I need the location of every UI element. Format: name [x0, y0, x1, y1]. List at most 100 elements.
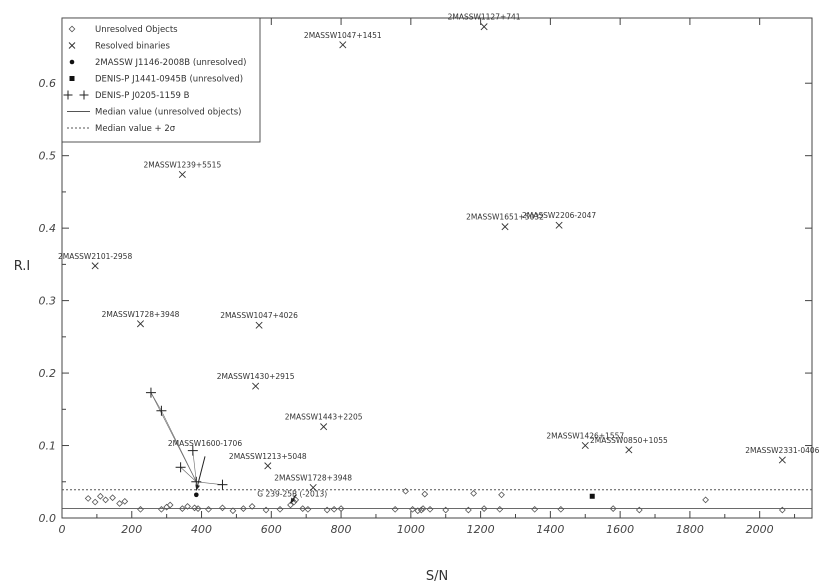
unresolved-point [240, 505, 247, 512]
j1441-point [589, 493, 595, 499]
x-tick-label: 2000 [746, 523, 774, 536]
cross-stroke [581, 442, 589, 450]
point-annotation: 2MASSW1213+5048 [229, 452, 307, 461]
y-tick-label: 0.2 [39, 367, 57, 380]
x-tick-label: 1200 [467, 523, 495, 536]
cross-stroke [91, 262, 99, 270]
cross-stroke [339, 41, 347, 49]
unresolved-point [442, 506, 450, 514]
x-tick-label: 200 [121, 523, 142, 536]
legend: Unresolved Objects Resolved binaries 2MASS… [61, 17, 261, 143]
cross-stroke [309, 484, 317, 492]
unresolved-point [402, 487, 409, 495]
resolved-binary-point [91, 262, 99, 270]
unresolved-point [480, 505, 488, 512]
axis-ticks: 0 200 400 600 800 1000 1200 1400 1600 1800 2000 0.0… [39, 18, 812, 536]
legend-entry-label: Unresolved Objects [95, 25, 178, 35]
unresolved-point [276, 505, 284, 513]
point-annotation: 2MASSW2101-2958 [58, 252, 132, 261]
unresolved-point [409, 505, 416, 513]
unresolved-point [417, 506, 425, 514]
binary-connection-line [192, 450, 197, 482]
legend-entry-label: Median value + 2σ [95, 124, 176, 134]
point-annotation: 2MASSW1047+4026 [220, 311, 298, 320]
unresolved-point [778, 506, 786, 514]
unresolved-point [178, 505, 186, 512]
x-tick-label: 1800 [676, 523, 704, 536]
unresolved-point [323, 506, 331, 514]
plot-border [61, 17, 813, 519]
point-annotation: 2MASSW2206-2047 [522, 211, 596, 220]
unresolved-point [496, 505, 504, 513]
denis-j0205-point [145, 387, 156, 398]
resolved-binary-point [252, 382, 260, 390]
unresolved-point [299, 505, 307, 512]
y-tick-label: 0.4 [39, 222, 57, 235]
unresolved-point [109, 494, 116, 502]
x-axis-label: S/N [426, 569, 448, 584]
unresolved-point [97, 492, 104, 500]
unresolved-point [184, 503, 191, 510]
resolved-binary-point [136, 320, 145, 328]
y-tick-label: 0.5 [39, 150, 57, 163]
resolved-binary-point [178, 171, 186, 179]
arrow-shaft [195, 456, 206, 491]
point-annotation: 2MASSW1651+5032 [466, 213, 544, 222]
x-tick-label: 1400 [536, 523, 564, 536]
point-annotation: 2MASSW1426+1557 [546, 432, 624, 441]
annotation-arrow [290, 494, 297, 504]
unresolved-point [121, 497, 129, 505]
annotations: 2MASSW2101-2958 2MASSW1728+3948 2MASSW1239… [58, 13, 820, 504]
unresolved-point [609, 505, 617, 512]
legend-marker [68, 25, 76, 33]
legend-marker [69, 76, 75, 81]
point-annotation: 2MASSW0850+1055 [590, 436, 668, 445]
plot-frame [61, 17, 813, 519]
unresolved-point [635, 506, 643, 514]
y-tick-label: 0.6 [39, 77, 57, 90]
cross-stroke [625, 446, 633, 454]
cross-stroke [136, 320, 145, 328]
data-marks [84, 23, 786, 515]
denis-j0205-point [175, 462, 186, 473]
resolved-binary-point [309, 484, 317, 492]
point-annotation: 2MASSW1127+741 [448, 13, 521, 22]
unresolved-point [557, 505, 565, 513]
point-annotation: G 239-25B (-2013) [257, 490, 327, 499]
legend-entry-label: DENIS-P J0205-1159 B [95, 91, 190, 101]
legend-box [61, 17, 261, 143]
unresolved-point [137, 505, 144, 513]
binary-connection-line [180, 467, 197, 482]
unresolved-point [163, 503, 171, 511]
x-tick-label: 400 [191, 523, 212, 536]
resolved-binary-point [581, 442, 589, 450]
resolved-binary-point [625, 446, 633, 454]
cross-stroke [555, 221, 563, 229]
denis-j0205-point [156, 405, 167, 416]
resolved-binary-point [264, 462, 272, 470]
binary-connections [150, 392, 223, 485]
unresolved-point [91, 498, 99, 506]
unresolved-point [391, 505, 399, 513]
unresolved-point [426, 505, 434, 513]
point-annotation: 2MASSW1728+3948 [102, 310, 180, 319]
cross-stroke [178, 171, 186, 179]
legend-entry-label: DENIS-P J1441-0945B (unresolved) [95, 75, 243, 85]
cross-stroke [480, 23, 488, 31]
unresolved-point [292, 496, 300, 504]
resolved-binary-point [339, 41, 347, 49]
point-annotation: 2MASSW1047+1451 [304, 31, 382, 40]
x-tick-label: 600 [261, 523, 282, 536]
binary-connection-line [150, 392, 162, 411]
arrow-head [195, 484, 200, 491]
legend-marker [68, 42, 76, 49]
resolved-binary-point [555, 221, 563, 229]
annotation-arrow [195, 456, 206, 491]
x-tick-label: 0 [59, 523, 66, 536]
resolved-binary-point [778, 456, 786, 464]
legend-entry-label: 2MASSW J1146-2008B (unresolved) [95, 58, 246, 68]
y-tick-label: 0.3 [39, 295, 57, 308]
x-tick-label: 1000 [397, 523, 425, 536]
unresolved-point [419, 505, 427, 512]
